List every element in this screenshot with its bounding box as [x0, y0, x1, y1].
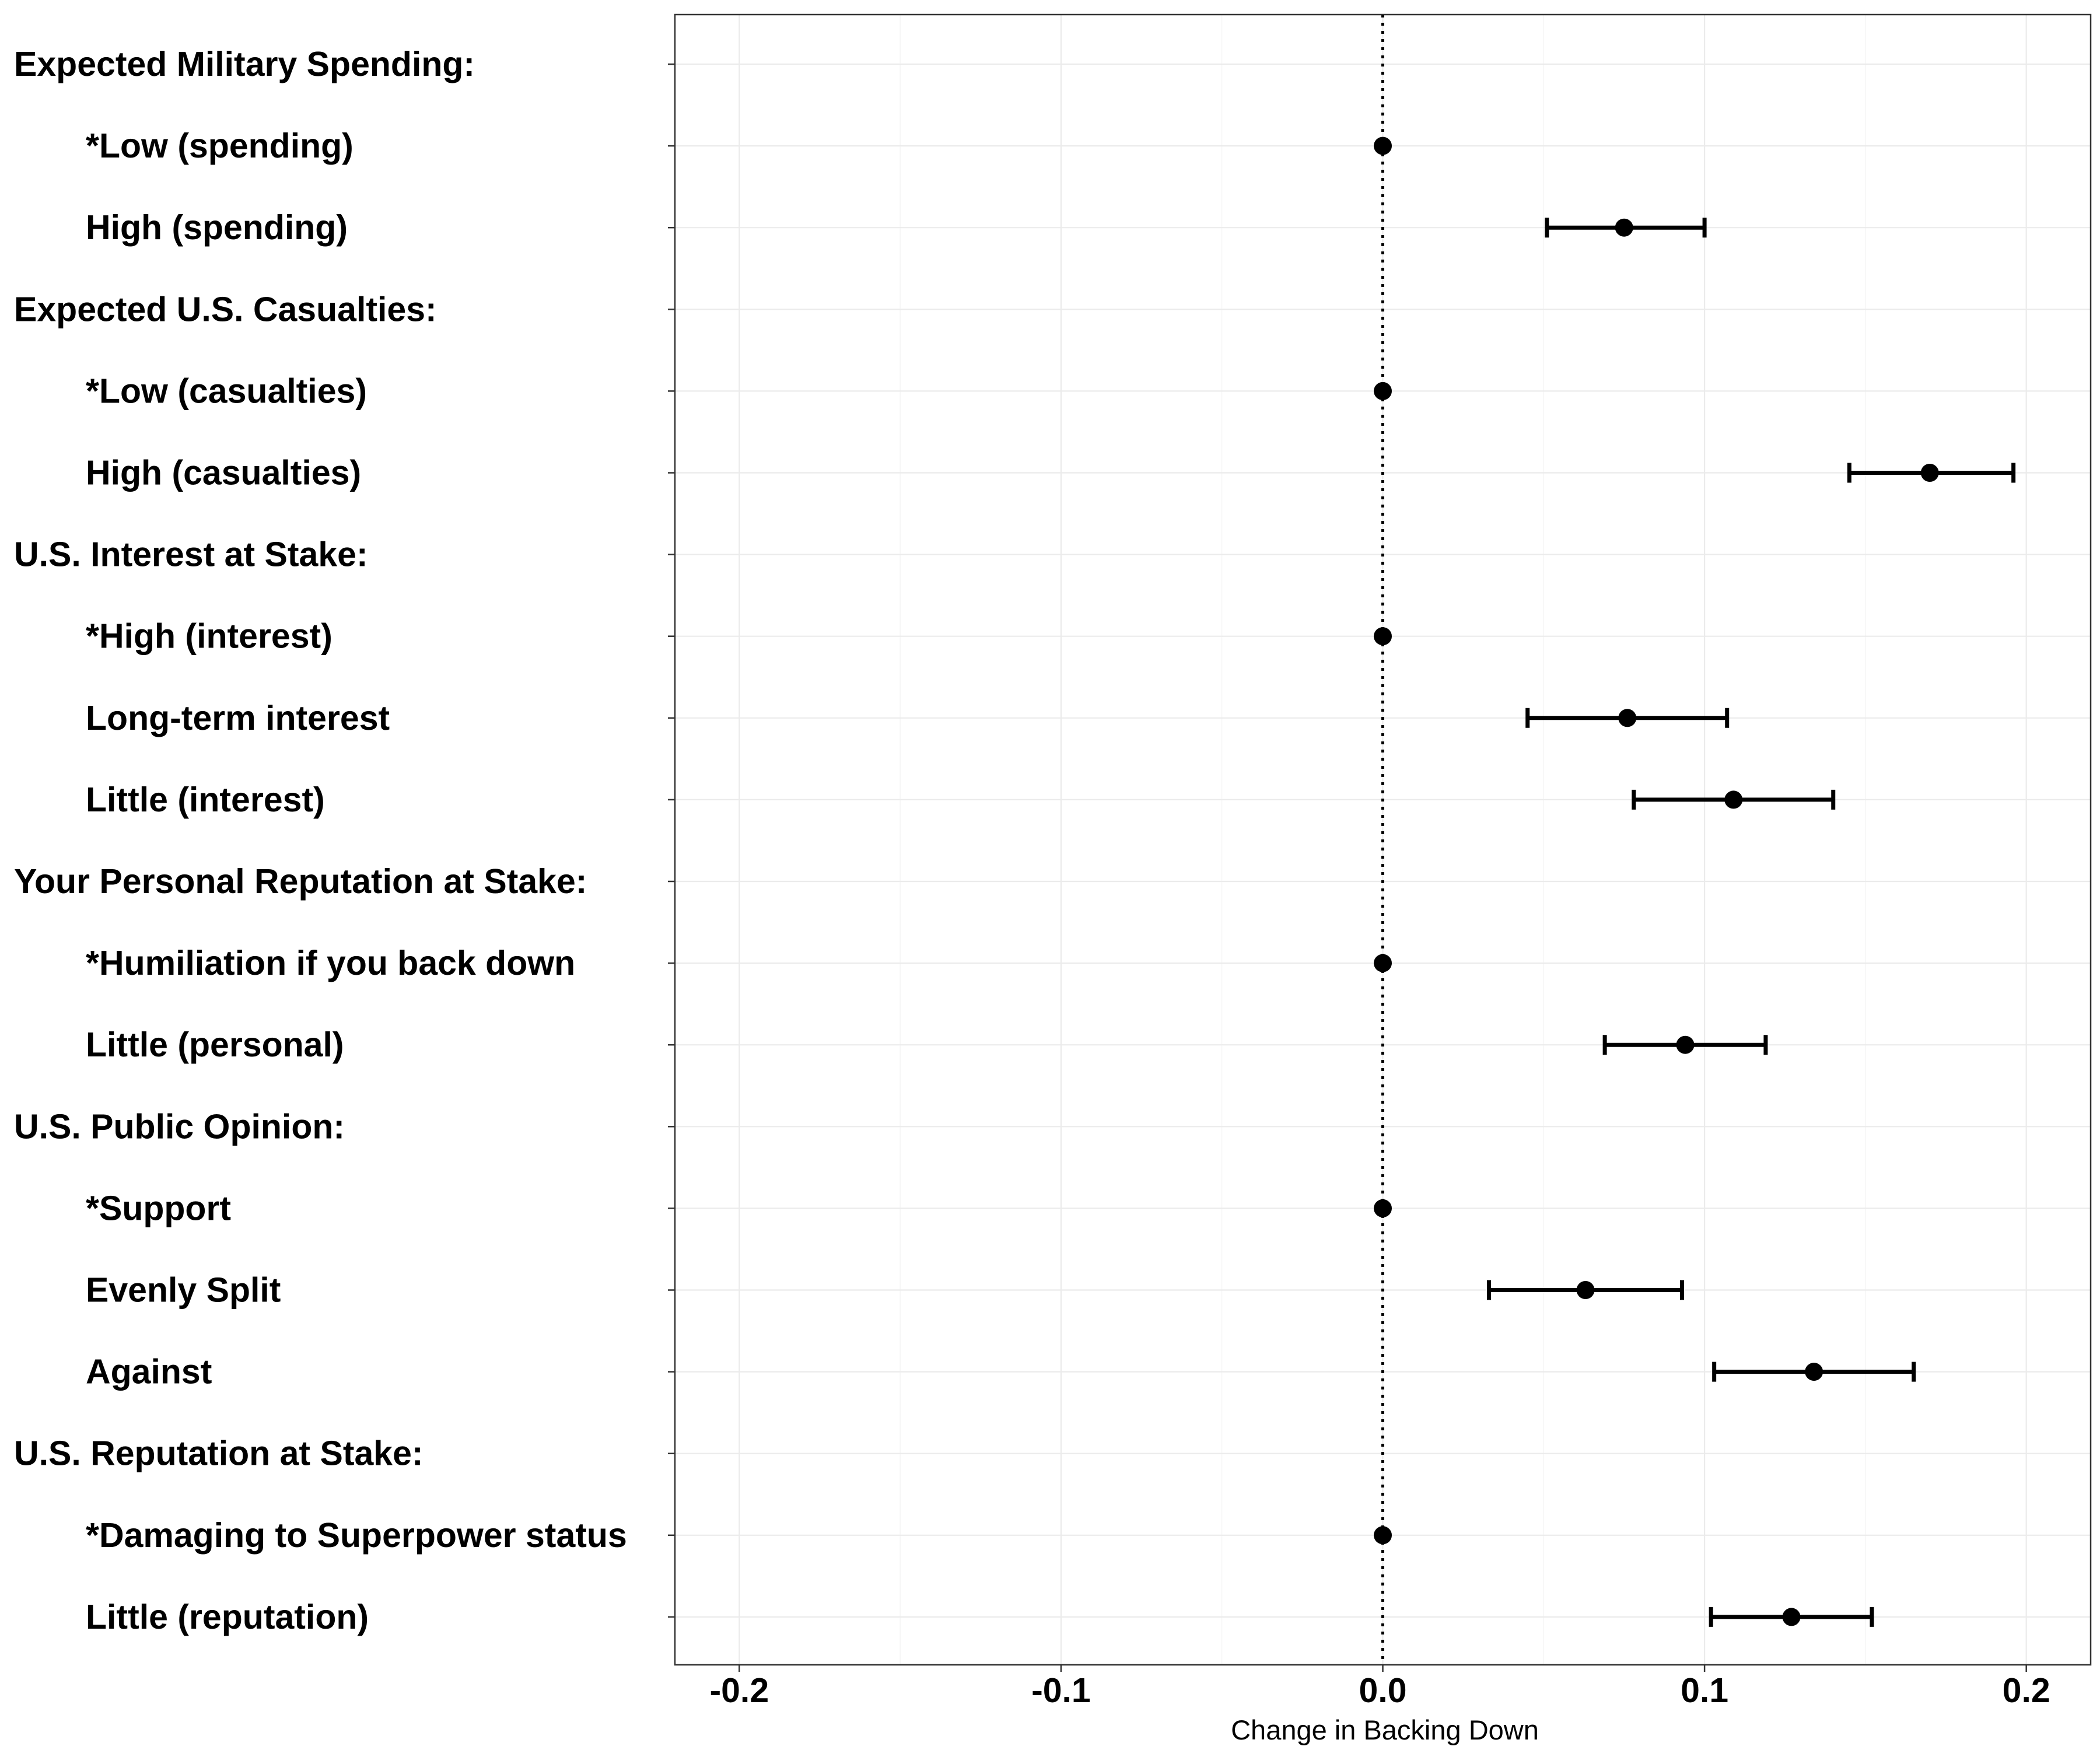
estimate-point	[1724, 790, 1743, 809]
row-label: High (casualties)	[86, 454, 361, 492]
row-label: *Low (casualties)	[86, 372, 367, 410]
estimate-point	[1618, 709, 1637, 727]
estimate-point	[1374, 136, 1392, 155]
row-label: Long-term interest	[86, 699, 390, 737]
x-tick-label: -0.2	[709, 1671, 769, 1710]
group-header-label: U.S. Interest at Stake:	[14, 536, 368, 574]
estimate-point	[1805, 1363, 1824, 1381]
y-axis-ticks	[668, 63, 675, 1618]
estimate-point	[1920, 464, 1939, 482]
x-tick-label: 0.0	[1359, 1671, 1406, 1710]
row-label: High (spending)	[86, 208, 348, 247]
estimate-point	[1782, 1608, 1801, 1626]
estimate-point	[1374, 382, 1392, 400]
estimate-marks	[1374, 136, 2016, 1627]
row-label: Little (interest)	[86, 780, 325, 819]
row-label: *Low (spending)	[86, 127, 354, 165]
x-tick-label: -0.1	[1031, 1671, 1091, 1710]
estimate-point	[1676, 1035, 1695, 1054]
row-label: *Support	[86, 1189, 231, 1227]
estimate-point	[1576, 1281, 1595, 1299]
row-labels: Expected Military Spending: *Low (spendin…	[14, 45, 627, 1636]
x-tick-labels: -0.2 -0.1 0.0 0.1 0.2	[709, 1671, 2050, 1710]
x-axis-title: Change in Backing Down	[1231, 1714, 1539, 1745]
estimate-point	[1374, 627, 1392, 646]
x-tick-label: 0.2	[2003, 1671, 2050, 1710]
group-header-label: U.S. Public Opinion:	[14, 1107, 345, 1146]
group-header-label: Expected U.S. Casualties:	[14, 290, 437, 328]
row-label: Against	[86, 1353, 212, 1391]
estimate-point	[1615, 218, 1633, 237]
row-label: Evenly Split	[86, 1271, 281, 1310]
row-label: Little (reputation)	[86, 1598, 369, 1636]
x-tick-label: 0.1	[1681, 1671, 1728, 1710]
x-axis-ticks	[738, 1665, 2027, 1672]
row-label: Little (personal)	[86, 1026, 344, 1064]
estimate-point	[1374, 1526, 1392, 1545]
estimate-point	[1374, 954, 1392, 972]
row-label: *High (interest)	[86, 617, 332, 656]
group-header-label: Expected Military Spending:	[14, 45, 475, 83]
estimate-point	[1374, 1199, 1392, 1217]
row-label: *Humiliation if you back down	[86, 944, 575, 982]
row-label: *Damaging to Superpower status	[86, 1516, 627, 1555]
group-header-label: U.S. Reputation at Stake:	[14, 1434, 424, 1473]
group-header-label: Your Personal Reputation at Stake:	[14, 862, 587, 901]
